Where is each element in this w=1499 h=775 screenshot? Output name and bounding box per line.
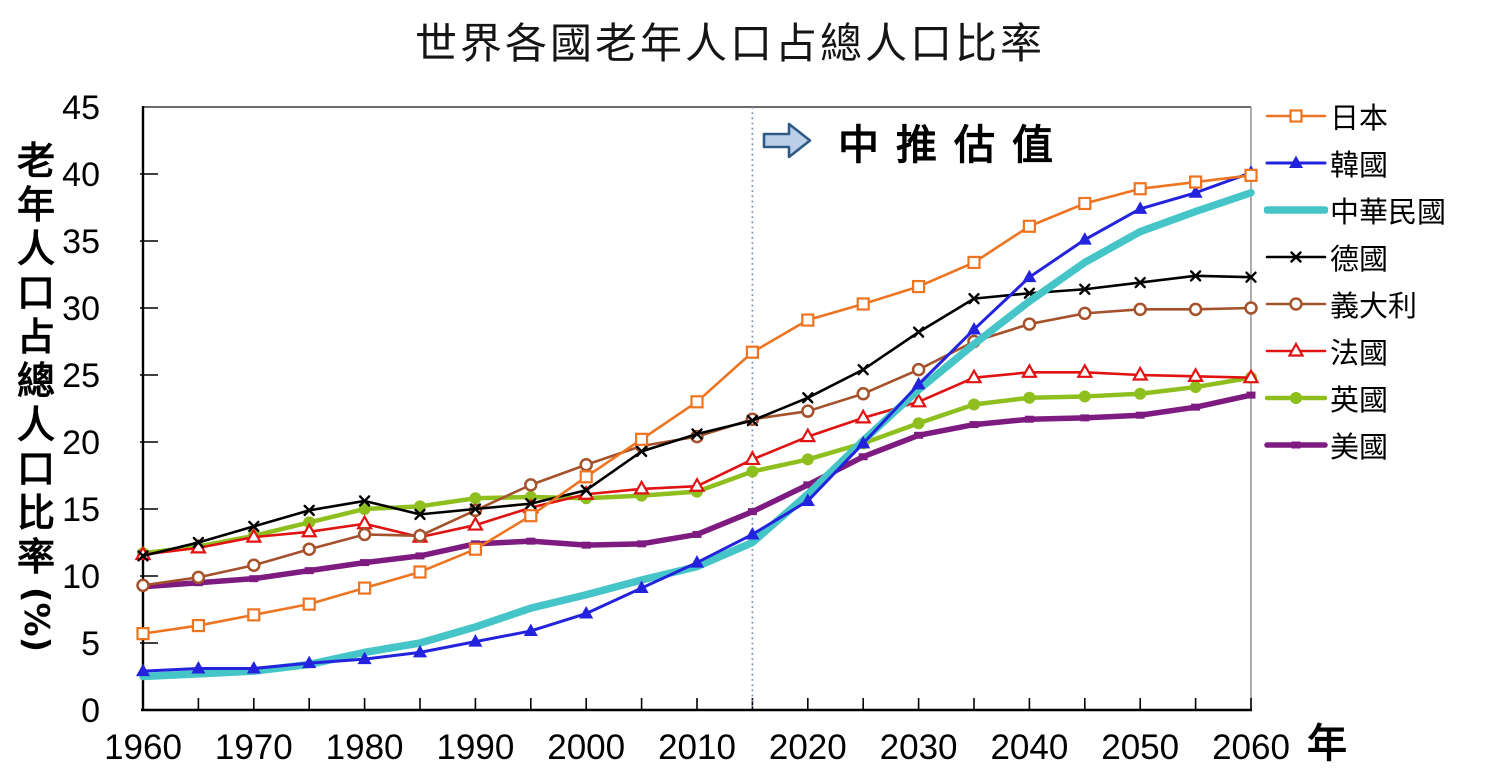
- y-tick-label: 10: [62, 558, 100, 596]
- legend-label: 中華民國: [1330, 194, 1447, 229]
- chart-title: 世界各國老年人口占總人口比率: [414, 22, 1045, 68]
- legend: 日本韓國中華民國德國義大利法國英國美國: [1264, 92, 1446, 468]
- y-axis-label-char: 老: [16, 139, 55, 183]
- legend-label: 韓國: [1330, 147, 1389, 182]
- x-tick-label: 2060: [1212, 728, 1290, 767]
- y-tick-label: 25: [62, 357, 100, 395]
- legend-label: 義大利: [1330, 288, 1418, 323]
- y-tick-label: 45: [62, 89, 100, 127]
- x-tick-label: 1960: [104, 728, 182, 767]
- y-tick-label: 15: [62, 491, 100, 529]
- legend-item-法國: 法國: [1264, 327, 1446, 374]
- y-axis-label-char: 口: [16, 271, 55, 315]
- y-tick-label: 20: [62, 424, 100, 462]
- x-tick-label: 1970: [215, 728, 293, 767]
- y-axis-label: 老年人口占總人口比率 (%): [13, 139, 59, 652]
- y-axis-label-char: 人: [16, 403, 55, 447]
- right-arrow-icon: [762, 122, 812, 159]
- legend-label: 日本: [1330, 100, 1389, 135]
- y-axis-label-char: 年: [16, 183, 55, 227]
- series-義大利: [136, 301, 1258, 593]
- legend-item-日本: 日本: [1264, 92, 1446, 139]
- legend-label: 德國: [1330, 241, 1389, 276]
- series-韓國: [136, 165, 1258, 677]
- x-tick-label: 2000: [547, 728, 625, 767]
- y-axis-label-char: 口: [16, 447, 55, 491]
- x-tick-label: 2010: [658, 728, 736, 767]
- y-axis-label-char: 人: [16, 227, 55, 271]
- legend-marker-icon: [1265, 341, 1327, 357]
- annotation-medium-estimate: 中推估值: [762, 122, 1070, 168]
- y-axis-label-char: 率: [16, 535, 55, 579]
- legend-marker-icon: [1264, 205, 1328, 214]
- legend-marker-icon: [1265, 250, 1327, 263]
- y-tick-label: 30: [62, 290, 100, 328]
- y-axis-label-char: 總: [16, 359, 55, 403]
- legend-item-英國: 英國: [1264, 374, 1446, 421]
- legend-label: 美國: [1330, 429, 1389, 464]
- legend-label: 法國: [1330, 335, 1389, 370]
- y-tick-label: 40: [62, 156, 100, 194]
- annotation-label: 中推估值: [838, 122, 1070, 168]
- legend-marker-icon: [1265, 296, 1327, 311]
- legend-item-美國: 美國: [1264, 421, 1446, 468]
- y-axis-label-char: 比: [16, 491, 55, 535]
- series-美國: [138, 391, 1256, 591]
- series-日本: [136, 168, 1258, 641]
- y-axis-label-char: 占: [16, 315, 55, 359]
- y-tick-label: 0: [81, 692, 100, 730]
- series-德國: [137, 270, 1257, 562]
- x-tick-label: 2020: [769, 728, 847, 767]
- legend-item-義大利: 義大利: [1264, 280, 1446, 327]
- legend-label: 英國: [1330, 382, 1389, 417]
- legend-item-德國: 德國: [1264, 233, 1446, 280]
- x-tick-label: 1990: [436, 728, 514, 767]
- y-tick-label: 5: [81, 625, 100, 663]
- x-tick-label: 2050: [1101, 728, 1179, 767]
- x-tick-label: 2040: [990, 728, 1068, 767]
- x-tick-label: 1980: [326, 728, 404, 767]
- x-tick-label: 2030: [880, 728, 958, 767]
- legend-item-中華民國: 中華民國: [1264, 186, 1446, 233]
- legend-marker-icon: [1265, 155, 1327, 168]
- legend-marker-icon: [1265, 108, 1327, 123]
- legend-item-韓國: 韓國: [1264, 139, 1446, 186]
- series-line: [141, 171, 1253, 673]
- x-axis-unit: 年: [1307, 722, 1347, 766]
- y-tick-label: 35: [62, 223, 100, 261]
- legend-marker-icon: [1264, 441, 1328, 448]
- legend-marker-icon: [1264, 391, 1328, 404]
